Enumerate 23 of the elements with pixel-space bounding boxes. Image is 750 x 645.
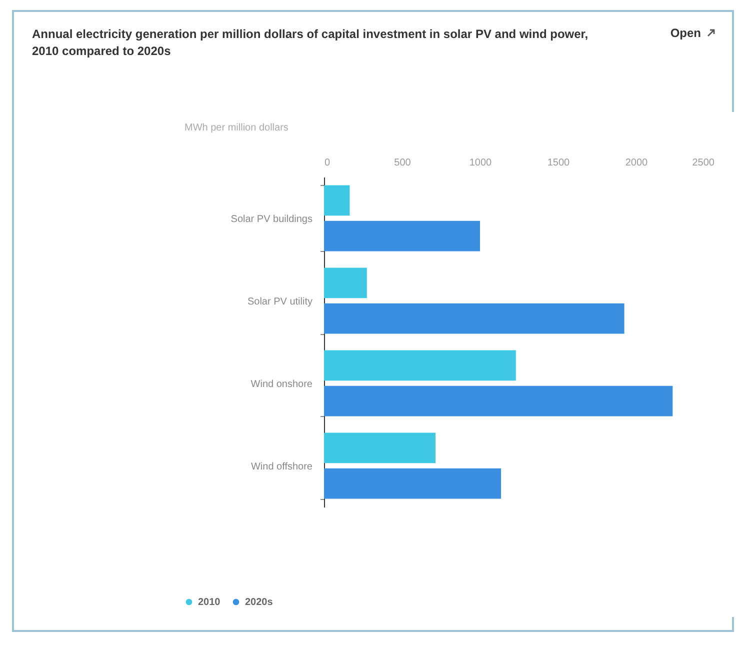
bar [324, 468, 502, 499]
bar [324, 303, 624, 334]
bar [324, 350, 516, 381]
x-tick-label: 2000 [625, 158, 648, 168]
bar [324, 386, 673, 416]
x-tick-label: 1000 [469, 158, 492, 168]
legend-label: 2010 [198, 597, 221, 608]
text: Open [670, 26, 701, 40]
bar [324, 185, 350, 216]
y-tick-label: Wind onshore [250, 378, 313, 390]
chart-title: Annual electricity generation per million dollars of capital investment in solar PV and wind power, 2010 compared to 2020s [32, 26, 590, 60]
y-tick-label: Solar PV buildings [230, 214, 312, 225]
bar [324, 268, 367, 298]
y-tick-label: Solar PV utility [247, 296, 312, 308]
x-tick-label: 0 [324, 158, 330, 168]
x-tick-label: 500 [394, 158, 412, 168]
bar [324, 432, 436, 464]
x-axis-title: MWh per million dollars [184, 122, 288, 134]
legend-label: 2020s [245, 597, 274, 608]
x-tick-label: 1500 [547, 158, 570, 168]
bar [324, 220, 480, 252]
x-tick-label: 2500 [692, 158, 715, 168]
y-tick-label: Wind offshore [250, 461, 313, 472]
